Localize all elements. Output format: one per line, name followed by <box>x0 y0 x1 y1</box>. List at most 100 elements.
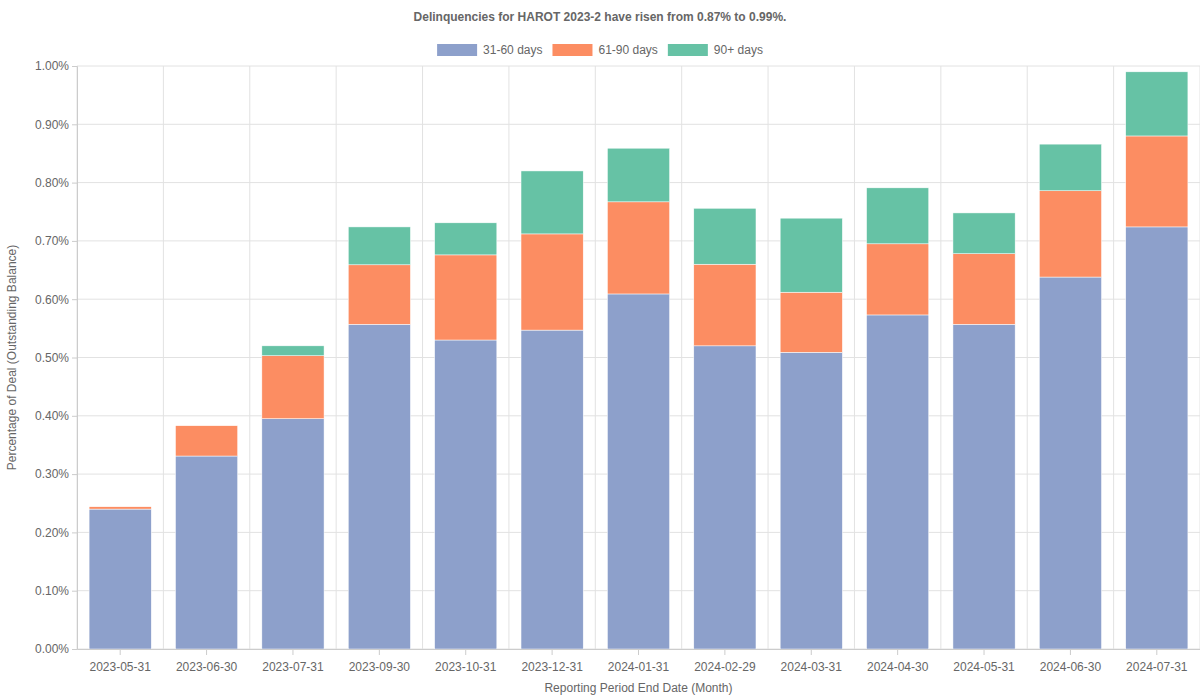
legend: 31-60 days 61-90 days 90+ days <box>437 43 763 57</box>
bar-segment[interactable] <box>1126 72 1188 136</box>
y-tick-mark <box>72 591 77 592</box>
x-tick-label: 2023-09-30 <box>349 660 411 674</box>
chart: 0.00%0.10%0.20%0.30%0.40%0.50%0.60%0.70%… <box>0 0 1200 700</box>
y-tick: 0.80% <box>35 176 77 190</box>
bar-segment[interactable] <box>89 507 151 509</box>
bar-segment[interactable] <box>262 419 324 649</box>
bar-segment[interactable] <box>1126 136 1188 227</box>
bar-segment[interactable] <box>780 352 842 649</box>
x-tick: 2023-10-31 <box>435 649 497 674</box>
x-tick: 2023-12-31 <box>521 649 583 674</box>
x-tick: 2024-02-29 <box>694 649 756 674</box>
x-tick-mark <box>638 649 639 655</box>
x-tick-mark <box>379 649 380 655</box>
x-tick: 2024-06-30 <box>1040 649 1102 674</box>
x-tick-label: 2023-10-31 <box>435 660 497 674</box>
y-tick-label: 0.20% <box>35 526 69 540</box>
x-tick-mark <box>120 649 121 655</box>
bar-segment[interactable] <box>867 188 929 244</box>
bar-segment[interactable] <box>89 506 151 507</box>
y-tick-mark <box>72 124 77 125</box>
bar-segment[interactable] <box>694 264 756 346</box>
bar-segment[interactable] <box>435 223 497 255</box>
y-tick: 0.10% <box>35 584 77 598</box>
bar-segment[interactable] <box>867 244 929 315</box>
x-tick-label: 2023-05-31 <box>89 660 151 674</box>
plot: 0.00%0.10%0.20%0.30%0.40%0.50%0.60%0.70%… <box>35 59 1200 674</box>
legend-label: 61-90 days <box>598 43 657 57</box>
bar-segment[interactable] <box>694 208 756 264</box>
x-tick-label: 2024-07-31 <box>1126 660 1188 674</box>
bar-segment[interactable] <box>607 294 669 649</box>
bar-segment[interactable] <box>521 330 583 649</box>
bar-segment[interactable] <box>953 213 1015 254</box>
bar-segment[interactable] <box>953 324 1015 649</box>
legend-swatch <box>668 44 708 56</box>
bar-segment[interactable] <box>435 340 497 649</box>
x-tick: 2023-05-31 <box>89 649 151 674</box>
legend-label: 90+ days <box>714 43 763 57</box>
bar-segment[interactable] <box>348 324 410 649</box>
grid-line-vertical <box>854 66 855 649</box>
bar-segment[interactable] <box>262 346 324 356</box>
bar-segment[interactable] <box>348 227 410 265</box>
x-tick: 2024-03-31 <box>781 649 843 674</box>
y-tick-mark <box>72 183 77 184</box>
y-tick-label: 0.00% <box>35 642 69 656</box>
grid-line-vertical <box>940 66 941 649</box>
bar-segment[interactable] <box>607 202 669 294</box>
legend-swatch <box>437 44 477 56</box>
x-tick-label: 2024-02-29 <box>694 660 756 674</box>
bar-segment[interactable] <box>694 346 756 649</box>
y-tick-label: 0.80% <box>35 176 69 190</box>
bar-segment[interactable] <box>89 509 151 649</box>
grid-line-vertical <box>163 66 164 649</box>
series <box>89 136 1188 509</box>
bar-segment[interactable] <box>1039 191 1101 277</box>
legend-item[interactable]: 31-60 days <box>437 43 542 57</box>
bar-segment[interactable] <box>1039 277 1101 649</box>
y-tick-label: 0.70% <box>35 234 69 248</box>
bar-segment[interactable] <box>953 254 1015 325</box>
grid-line-vertical <box>336 66 337 649</box>
y-tick-mark <box>72 649 77 650</box>
bar-segment[interactable] <box>175 456 237 649</box>
bar-segment[interactable] <box>175 425 237 426</box>
x-tick-mark <box>1070 649 1071 655</box>
bar-segment[interactable] <box>780 292 842 352</box>
y-axis-line <box>72 67 78 650</box>
x-tick-label: 2023-07-31 <box>262 660 324 674</box>
y-tick: 0.00% <box>35 642 77 656</box>
bar-segment[interactable] <box>262 356 324 419</box>
bar-segment[interactable] <box>521 234 583 330</box>
legend-item[interactable]: 90+ days <box>668 43 763 57</box>
bar-segment[interactable] <box>521 171 583 234</box>
bar-segment[interactable] <box>607 148 669 202</box>
legend-item[interactable]: 61-90 days <box>552 43 657 57</box>
y-tick-mark <box>72 299 77 300</box>
bar-segment[interactable] <box>1126 227 1188 649</box>
bar-segment[interactable] <box>1039 144 1101 191</box>
x-tick-label: 2024-04-30 <box>867 660 929 674</box>
bar-segment[interactable] <box>780 218 842 292</box>
x-tick-mark <box>465 649 466 655</box>
x-tick-mark <box>292 649 293 655</box>
bar-segment[interactable] <box>175 426 237 456</box>
y-tick-mark <box>72 241 77 242</box>
y-axis-title: Percentage of Deal (Outstanding Balance) <box>5 245 19 470</box>
series <box>262 72 1188 356</box>
bar-segment[interactable] <box>348 265 410 324</box>
x-tick: 2024-05-31 <box>953 649 1015 674</box>
bar-segment[interactable] <box>435 255 497 340</box>
x-tick-label: 2024-06-30 <box>1040 660 1102 674</box>
legend-label: 31-60 days <box>483 43 542 57</box>
grid <box>77 66 1200 649</box>
bar-segment[interactable] <box>867 315 929 649</box>
x-tick-label: 2024-05-31 <box>953 660 1015 674</box>
bars <box>89 72 1188 649</box>
y-tick-mark <box>72 358 77 359</box>
x-tick-label: 2024-01-31 <box>608 660 670 674</box>
y-axis: 0.00%0.10%0.20%0.30%0.40%0.50%0.60%0.70%… <box>35 59 78 656</box>
grid-line-vertical <box>768 66 769 649</box>
y-tick-mark <box>72 416 77 417</box>
